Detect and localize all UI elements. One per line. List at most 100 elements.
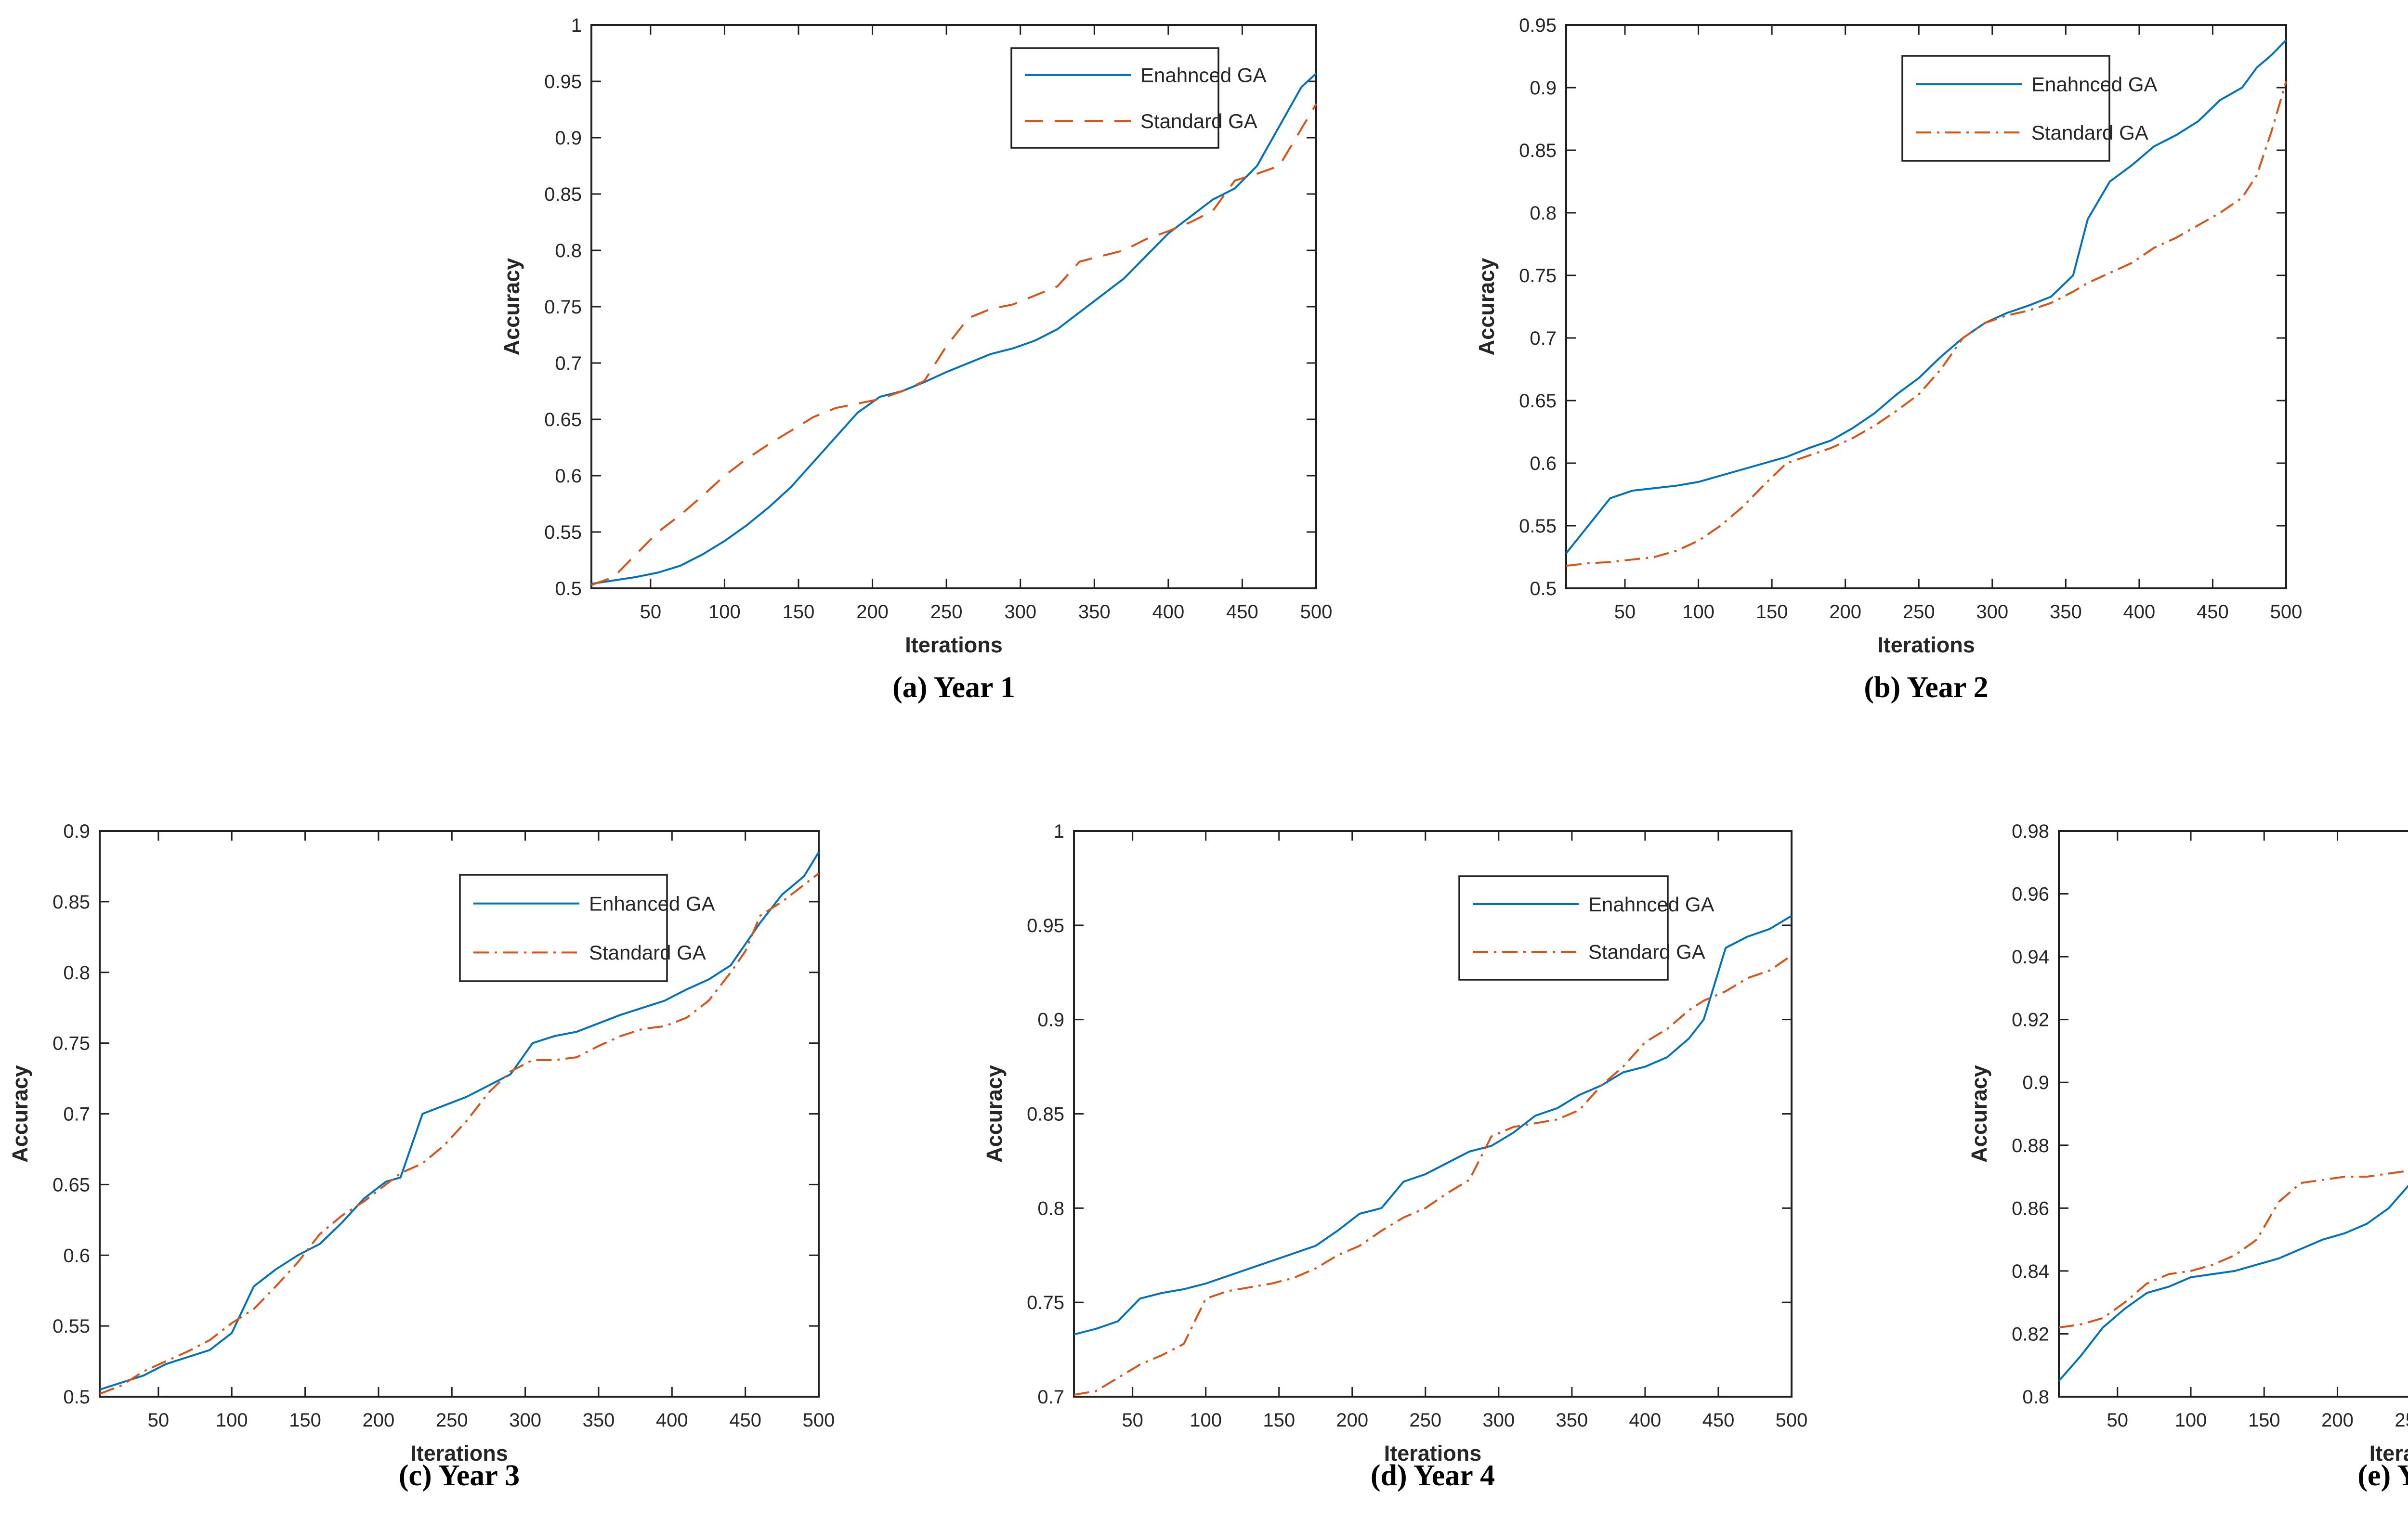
- legend-label-standard: Standard GA: [2031, 121, 2148, 144]
- x-tick-label: 100: [1190, 1410, 1222, 1431]
- chart-d-caption: (d) Year 4: [1371, 1459, 1495, 1492]
- y-tick-label: 0.9: [1530, 78, 1557, 99]
- x-tick-label: 150: [1263, 1410, 1295, 1431]
- x-tick-label: 300: [1004, 601, 1036, 623]
- y-tick-label: 0.55: [1519, 516, 1557, 537]
- y-tick-label: 0.8: [2022, 1387, 2049, 1408]
- series-enhanced-line: [99, 852, 820, 1391]
- y-tick-label: 0.85: [1519, 140, 1557, 161]
- legend-box: [459, 874, 668, 982]
- series-enhanced-line: [591, 73, 1317, 585]
- chart-a: 50 100 150 200 250 300 350 400 450 500 0.5 0.55 0.6 0…: [499, 15, 1332, 704]
- y-tick-label: 0.88: [2012, 1135, 2049, 1156]
- x-tick-label: 100: [2175, 1410, 2207, 1431]
- y-tick-label: 0.9: [2022, 1072, 2049, 1093]
- x-tick-label: 450: [1226, 601, 1258, 623]
- y-tick-label: 0.9: [555, 128, 582, 149]
- y-tick-label: 0.96: [2012, 884, 2049, 905]
- x-tick-label: 100: [1682, 601, 1714, 623]
- y-tick-label: 0.8: [1530, 203, 1557, 224]
- series-standard-line: [99, 872, 820, 1395]
- series-enhanced-line: [1073, 915, 1793, 1336]
- y-tick-label: 0.9: [63, 821, 90, 842]
- y-tick-label: 0.75: [52, 1033, 90, 1054]
- x-tick-label: 50: [640, 601, 662, 623]
- x-axis-label: Iterations: [2369, 1441, 2408, 1466]
- y-tick-label: 0.95: [1519, 15, 1557, 36]
- chart-c: 50 100 150 200 250 300 350 400 450 500 0.5 0.55 0.6 0…: [8, 821, 835, 1492]
- x-tick-label: 200: [1829, 601, 1861, 623]
- x-tick-label: 250: [1409, 1410, 1441, 1431]
- x-tick-label: 400: [2123, 601, 2156, 623]
- y-tick-label: 0.85: [52, 892, 90, 913]
- y-axis-label: Accuracy: [8, 1065, 32, 1163]
- x-tick-label: 150: [1756, 601, 1788, 623]
- y-tick-label: 0.55: [52, 1316, 90, 1337]
- x-tick-label: 450: [1702, 1410, 1735, 1431]
- y-tick-label: 0.65: [52, 1174, 90, 1195]
- x-tick-label: 350: [1078, 601, 1111, 623]
- x-tick-label: 350: [2050, 601, 2082, 623]
- x-tick-label: 500: [2270, 601, 2303, 623]
- x-tick-label: 400: [656, 1410, 688, 1431]
- series-enhanced-line: [1565, 39, 2287, 554]
- chart-e: 501001502002503003504004505000.80.820.84…: [1967, 821, 2408, 1492]
- x-tick-label: 200: [856, 601, 889, 623]
- y-tick-label: 0.75: [1519, 265, 1557, 286]
- y-tick-label: 0.8: [1037, 1198, 1064, 1219]
- x-axis-label: Iterations: [1877, 633, 1975, 657]
- y-tick-label: 0.85: [544, 184, 582, 205]
- y-tick-label: 1: [571, 15, 582, 36]
- x-tick-label: 500: [1776, 1410, 1808, 1431]
- y-tick-label: 0.65: [1519, 390, 1557, 412]
- y-axis-label: Accuracy: [1967, 1065, 1991, 1163]
- x-axis-label: Iterations: [1384, 1441, 1482, 1466]
- x-tick-label: 350: [1556, 1410, 1588, 1431]
- x-tick-label: 500: [1300, 601, 1333, 623]
- x-tick-label: 50: [1614, 601, 1636, 623]
- y-tick-label: 0.7: [1530, 328, 1557, 349]
- x-tick-label: 250: [436, 1410, 468, 1431]
- y-tick-label: 0.95: [1027, 915, 1064, 936]
- y-tick-label: 0.7: [555, 353, 582, 374]
- series-standard-line: [1566, 81, 2287, 567]
- y-tick-label: 0.6: [1530, 453, 1557, 474]
- chart-c-caption: (c) Year 3: [399, 1459, 520, 1492]
- x-tick-label: 200: [2321, 1410, 2354, 1431]
- chart-b-legend: Enahnced GA Standard GA: [1901, 55, 2158, 162]
- chart-b: 50 100 150 200 250 300 350 400 450 500 0.5 0.55 0.6 0…: [1474, 15, 2302, 704]
- x-tick-label: 500: [803, 1410, 835, 1431]
- y-axis-label: Accuracy: [499, 258, 524, 356]
- x-tick-label: 100: [216, 1410, 248, 1431]
- y-tick-label: 0.86: [2012, 1198, 2049, 1219]
- x-tick-label: 300: [1482, 1410, 1515, 1431]
- y-tick-label: 0.6: [63, 1245, 90, 1266]
- y-tick-label: 0.8: [555, 240, 582, 261]
- legend-box: [1010, 47, 1219, 149]
- x-tick-label: 250: [2395, 1410, 2408, 1431]
- chart-d: 50 100 150 200 250 300 350 400 450 500 0.7 0.75 0.8 0…: [982, 821, 1807, 1492]
- chart-d-plot-box: [1073, 830, 1793, 1398]
- x-tick-label: 100: [708, 601, 741, 623]
- series-enhanced-line: [2058, 1184, 2408, 1382]
- y-tick-label: 0.75: [544, 297, 582, 318]
- y-tick-label: 0.55: [544, 522, 582, 543]
- y-tick-label: 0.95: [544, 71, 582, 92]
- x-tick-label: 300: [1976, 601, 2008, 623]
- chart-c-legend: Enhanced GA Standard GA: [459, 874, 715, 982]
- legend-label-enhanced: Enhanced GA: [589, 892, 715, 915]
- x-tick-label: 150: [289, 1410, 321, 1431]
- y-tick-label: 0.5: [1530, 578, 1557, 599]
- chart-e-caption: (e) Year 5: [2357, 1459, 2408, 1492]
- x-tick-label: 200: [1336, 1410, 1368, 1431]
- y-tick-label: 0.8: [63, 962, 90, 984]
- chart-e-plot-box: [2058, 830, 2408, 1398]
- x-tick-label: 300: [509, 1410, 541, 1431]
- x-tick-label: 150: [783, 601, 815, 623]
- legend-label-enhanced: Enahnced GA: [2031, 73, 2158, 96]
- y-tick-label: 0.84: [2012, 1261, 2049, 1282]
- y-tick-label: 0.92: [2012, 1010, 2049, 1031]
- y-axis-label: Accuracy: [1474, 258, 1499, 356]
- y-axis-label: Accuracy: [982, 1065, 1007, 1163]
